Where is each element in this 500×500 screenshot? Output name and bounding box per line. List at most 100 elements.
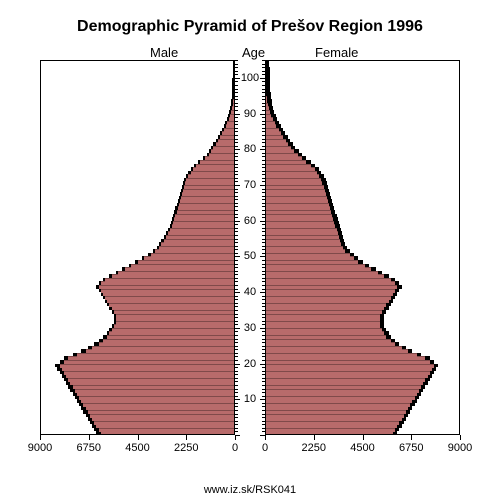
y-tick-label: 30	[235, 322, 265, 334]
y-tick	[235, 417, 238, 418]
y-tick	[262, 428, 265, 429]
y-tick	[262, 378, 265, 379]
y-tick	[235, 89, 238, 90]
y-tick	[235, 435, 240, 436]
y-tick	[235, 414, 238, 415]
x-tick-label: 4500	[345, 442, 381, 454]
x-tick	[89, 435, 90, 440]
y-tick	[235, 199, 238, 200]
y-tick	[262, 164, 265, 165]
y-tick	[262, 314, 265, 315]
y-tick-label: 50	[235, 250, 265, 262]
y-tick	[262, 99, 265, 100]
y-tick	[262, 124, 265, 125]
y-tick	[262, 389, 265, 390]
y-tick	[235, 378, 238, 379]
y-tick	[262, 171, 265, 172]
pyramid-chart: Demographic Pyramid of Prešov Region 199…	[0, 0, 500, 500]
y-tick	[235, 339, 238, 340]
y-tick	[235, 335, 238, 336]
y-tick	[262, 167, 265, 168]
y-tick	[262, 410, 265, 411]
y-tick-label: 10	[235, 393, 265, 405]
y-tick	[235, 139, 238, 140]
y-tick	[262, 267, 265, 268]
y-tick	[235, 196, 238, 197]
y-tick	[262, 174, 265, 175]
y-tick	[235, 303, 238, 304]
y-tick	[235, 160, 238, 161]
y-tick	[262, 96, 265, 97]
y-tick	[235, 310, 238, 311]
y-tick	[235, 274, 238, 275]
y-tick	[262, 128, 265, 129]
y-tick	[262, 431, 265, 432]
y-tick-label: 100	[235, 72, 265, 84]
y-tick	[235, 306, 238, 307]
y-tick	[235, 349, 238, 350]
y-tick	[235, 242, 238, 243]
y-tick	[262, 385, 265, 386]
y-tick	[235, 246, 238, 247]
y-tick	[262, 299, 265, 300]
left-plot-border	[40, 60, 235, 435]
y-tick	[235, 131, 238, 132]
x-tick	[265, 435, 266, 440]
y-tick	[235, 389, 238, 390]
y-tick	[235, 135, 238, 136]
y-tick	[262, 235, 265, 236]
x-tick-label: 2250	[168, 442, 204, 454]
y-tick	[235, 121, 238, 122]
y-tick-label: 90	[235, 108, 265, 120]
y-tick	[262, 231, 265, 232]
y-tick	[262, 406, 265, 407]
y-tick	[235, 210, 238, 211]
y-tick	[262, 135, 265, 136]
y-tick	[235, 85, 238, 86]
x-tick-label: 6750	[393, 442, 429, 454]
y-tick	[262, 67, 265, 68]
y-tick	[262, 349, 265, 350]
y-tick	[262, 85, 265, 86]
y-tick	[262, 60, 265, 61]
x-tick	[411, 435, 412, 440]
y-tick	[235, 342, 238, 343]
chart-title: Demographic Pyramid of Prešov Region 199…	[0, 18, 500, 36]
y-tick	[262, 160, 265, 161]
x-tick-label: 2250	[296, 442, 332, 454]
x-tick-label: 0	[247, 442, 283, 454]
plot-area: 0022502250450045006750675090009000 10203…	[40, 60, 460, 455]
y-tick	[262, 317, 265, 318]
x-tick-label: 6750	[71, 442, 107, 454]
y-tick	[235, 156, 238, 157]
y-tick	[262, 264, 265, 265]
y-tick	[262, 417, 265, 418]
y-tick	[235, 192, 238, 193]
y-tick	[235, 410, 238, 411]
y-tick	[262, 421, 265, 422]
y-tick	[262, 335, 265, 336]
x-tick	[460, 435, 461, 440]
y-tick	[262, 381, 265, 382]
y-tick	[262, 424, 265, 425]
y-tick	[262, 210, 265, 211]
y-tick	[262, 89, 265, 90]
y-tick	[235, 67, 238, 68]
age-label: Age	[242, 45, 265, 60]
y-tick	[235, 371, 238, 372]
y-tick	[235, 124, 238, 125]
y-tick	[262, 246, 265, 247]
y-tick	[235, 203, 238, 204]
footer-text: www.iz.sk/RSK041	[0, 484, 500, 496]
y-tick-label: 80	[235, 143, 265, 155]
y-tick	[262, 203, 265, 204]
y-tick	[262, 281, 265, 282]
x-tick	[363, 435, 364, 440]
y-tick	[235, 431, 238, 432]
y-tick	[262, 342, 265, 343]
x-tick-label: 9000	[442, 442, 478, 454]
y-tick	[235, 128, 238, 129]
y-tick	[262, 242, 265, 243]
y-tick	[262, 339, 265, 340]
y-tick	[262, 64, 265, 65]
